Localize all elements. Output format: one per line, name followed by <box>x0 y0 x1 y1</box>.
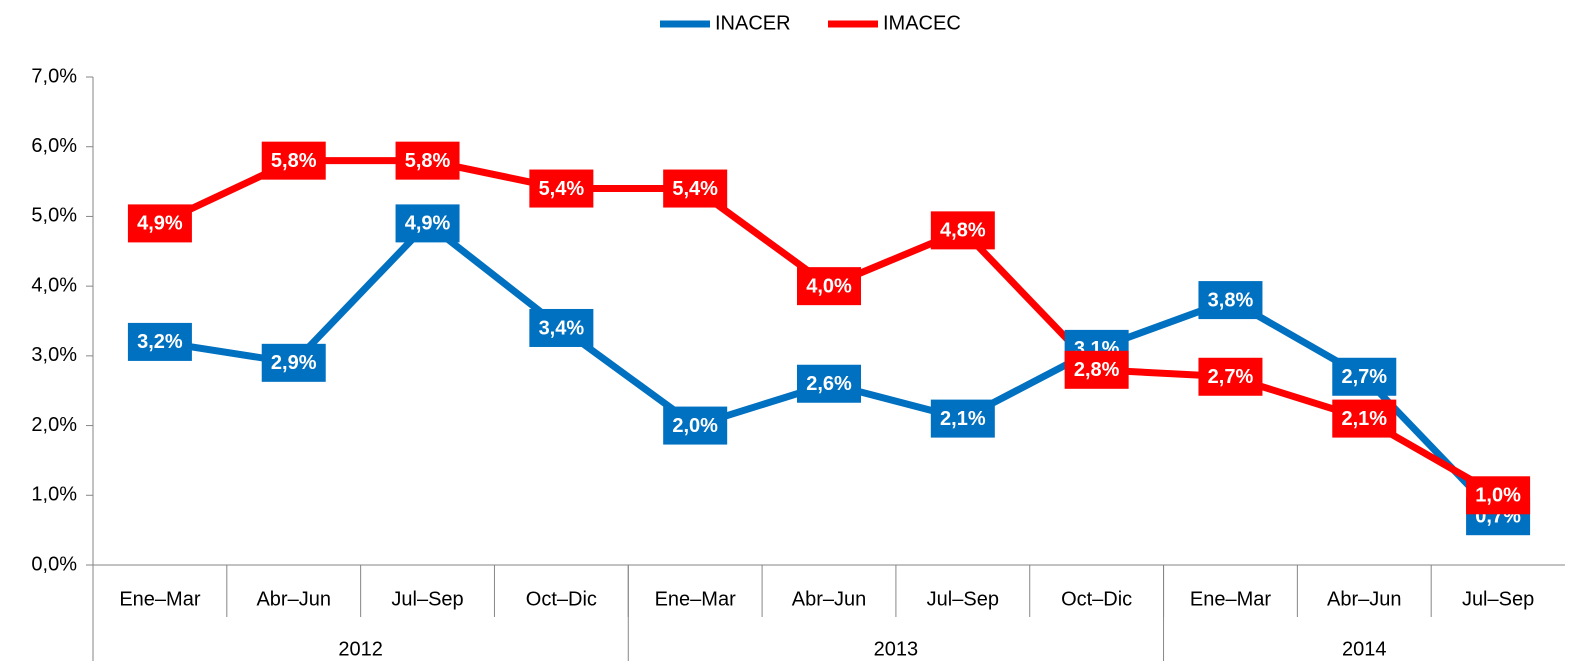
value-label-box <box>1332 399 1397 438</box>
x-tick-label: Jul–Sep <box>391 588 463 610</box>
y-tick-label: 7,0% <box>31 65 77 87</box>
value-label: 5,4% <box>539 178 585 200</box>
value-label-box <box>127 322 192 361</box>
x-tick-label: Abr–Jun <box>256 588 331 610</box>
y-tick-label: 2,0% <box>31 414 77 436</box>
value-label-box <box>261 343 326 382</box>
legend-label: IMACEC <box>883 12 961 34</box>
x-tick-label: Ene–Mar <box>119 588 200 610</box>
x-tick-label: Ene–Mar <box>655 588 736 610</box>
value-label: 3,2% <box>137 331 183 353</box>
value-label: 2,1% <box>1341 408 1387 430</box>
value-label-box <box>1466 476 1531 515</box>
value-label: 4,8% <box>940 220 986 242</box>
value-label-box <box>1198 357 1263 396</box>
value-label-box <box>529 169 594 208</box>
value-label-box <box>1198 281 1263 320</box>
y-tick-label: 5,0% <box>31 205 77 227</box>
y-tick-label: 1,0% <box>31 484 77 506</box>
value-label-box <box>127 204 192 243</box>
value-label-box <box>797 364 861 403</box>
y-tick-label: 0,0% <box>31 553 77 575</box>
value-label: 2,6% <box>806 373 852 395</box>
x-tick-label: Jul–Sep <box>1462 588 1534 610</box>
value-label: 2,7% <box>1341 366 1387 388</box>
value-label: 3,8% <box>1208 289 1254 311</box>
group-label: 2014 <box>1342 638 1387 660</box>
group-label: 2013 <box>874 638 919 660</box>
value-label-box <box>529 308 594 347</box>
x-tick-label: Abr–Jun <box>1327 588 1402 610</box>
group-label: 2012 <box>338 638 383 660</box>
value-label-box <box>1064 350 1129 389</box>
value-label: 2,9% <box>271 352 317 374</box>
legend-label: INACER <box>715 12 791 34</box>
x-tick-label: Oct–Dic <box>526 588 597 610</box>
value-label: 2,7% <box>1208 366 1254 388</box>
value-label-box <box>797 267 861 306</box>
value-label-box <box>663 169 728 208</box>
value-label: 4,9% <box>405 213 451 235</box>
x-tick-label: Jul–Sep <box>927 588 999 610</box>
value-label: 4,0% <box>806 275 852 297</box>
value-label-box <box>930 399 995 438</box>
value-label: 4,9% <box>137 213 183 235</box>
x-tick-label: Oct–Dic <box>1061 588 1132 610</box>
value-label: 5,8% <box>405 150 451 172</box>
value-label: 5,8% <box>271 150 317 172</box>
value-label-box <box>395 204 460 243</box>
x-tick-label: Abr–Jun <box>792 588 867 610</box>
value-label-box <box>663 406 728 445</box>
value-label: 2,0% <box>672 415 718 437</box>
y-tick-label: 3,0% <box>31 344 77 366</box>
value-label: 1,0% <box>1475 485 1521 507</box>
series-line <box>158 157 1500 499</box>
value-label-box <box>261 141 326 180</box>
value-label-box <box>930 211 995 250</box>
value-label-box <box>1332 357 1397 396</box>
x-tick-label: Ene–Mar <box>1190 588 1271 610</box>
value-label: 5,4% <box>672 178 718 200</box>
y-tick-label: 6,0% <box>31 135 77 157</box>
value-label: 2,1% <box>940 408 986 430</box>
y-tick-label: 4,0% <box>31 274 77 296</box>
value-label: 3,4% <box>539 317 585 339</box>
value-label-box <box>395 141 460 180</box>
value-label: 2,8% <box>1074 359 1120 381</box>
